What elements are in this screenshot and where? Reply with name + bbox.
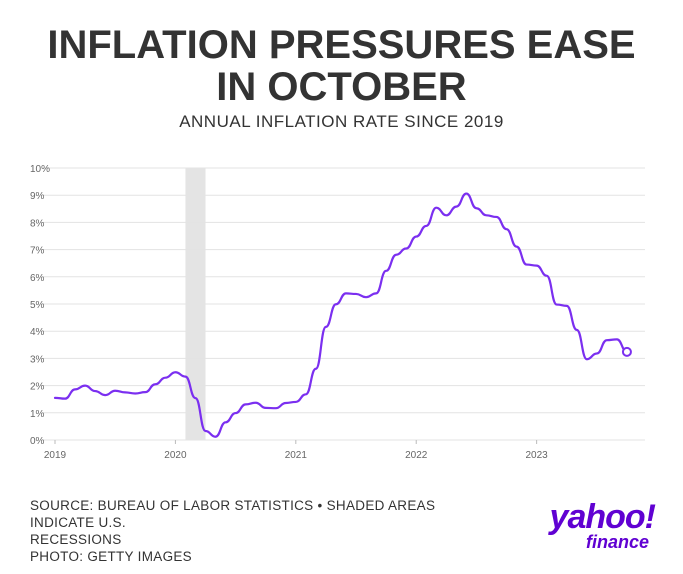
chart-title: INFLATION PRESSURES EASE IN OCTOBER	[0, 24, 683, 108]
x-tick-label: 2020	[164, 450, 187, 461]
yahoo-finance-logo: yahoo! finance	[540, 498, 656, 552]
chart-subtitle: ANNUAL INFLATION RATE SINCE 2019	[179, 112, 504, 131]
photo-credit: PHOTO: GETTY IMAGES	[30, 549, 192, 564]
inflation-rate-line	[53, 192, 629, 438]
chart-title-line-1: INFLATION PRESSURES EASE	[47, 23, 636, 67]
x-tick-label: 2019	[44, 450, 67, 461]
logo-sub-text: finance	[585, 532, 649, 552]
y-tick-label: 0%	[30, 436, 45, 447]
source-line-1: SOURCE: BUREAU OF LABOR STATISTICS • SHA…	[30, 498, 436, 530]
x-tick-label: 2022	[405, 450, 428, 461]
y-tick-label: 7%	[30, 246, 45, 257]
y-tick-label: 2%	[30, 382, 45, 393]
y-tick-label: 5%	[30, 300, 45, 311]
y-tick-label: 9%	[30, 191, 45, 202]
y-tick-label: 1%	[30, 409, 45, 420]
logo-main-text: yahoo!	[549, 498, 656, 536]
x-tick-label: 2023	[526, 450, 549, 461]
chart-title-line-2: IN OCTOBER	[216, 65, 467, 109]
source-line-2: RECESSIONS	[30, 532, 122, 547]
y-tick-label: 6%	[30, 273, 45, 284]
y-tick-label: 3%	[30, 354, 45, 365]
latest-value-marker	[621, 346, 632, 357]
y-tick-label: 8%	[30, 218, 45, 229]
x-tick-label: 2021	[285, 450, 308, 461]
y-tick-label: 10%	[30, 164, 50, 175]
y-tick-label: 4%	[30, 327, 45, 338]
source-note: SOURCE: BUREAU OF LABOR STATISTICS • SHA…	[30, 497, 500, 565]
